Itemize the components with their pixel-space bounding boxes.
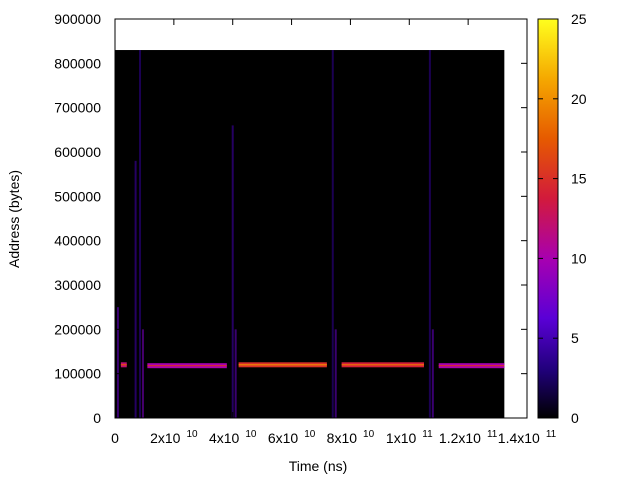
heatmap-burst — [141, 329, 144, 418]
y-tick-label: 100000 — [54, 366, 101, 382]
x-tick-label: 2x10 10 — [150, 429, 198, 446]
colorbar-tick-label: 15 — [571, 171, 587, 187]
heatmap-burst — [234, 329, 237, 418]
y-tick-label: 900000 — [54, 11, 101, 27]
x-tick-label: 6x10 10 — [268, 429, 316, 446]
x-axis: 0 2x10 10 4x10 10 6x10 10 8x10 10 1x10 11 1.2x10 11 1… — [111, 19, 557, 446]
plot-area — [114, 18, 528, 419]
heatmap-burst — [139, 50, 142, 419]
heatmap-burst — [134, 160, 137, 418]
x-tick-label: 4x10 10 — [209, 429, 257, 446]
colorbar: 0 5 10 15 20 25 — [537, 11, 587, 426]
colorbar-border — [537, 18, 559, 419]
x-tick-label: 1.2x10 11 — [439, 429, 498, 446]
y-axis: 0 100000 200000 300000 400000 500000 600000 700… — [54, 11, 527, 426]
colorbar-tick-label: 20 — [571, 91, 587, 107]
plot-border — [114, 18, 528, 419]
colorbar-gradient — [538, 19, 558, 418]
colorbar-tick-label: 5 — [571, 330, 579, 346]
y-tick-label: 600000 — [54, 144, 101, 160]
heatmap-burst — [331, 50, 334, 419]
x-tick-label: 8x10 10 — [327, 429, 375, 446]
heatmap-burst — [431, 329, 434, 418]
y-tick-label: 500000 — [54, 188, 101, 204]
x-tick-label: 1.4x10 11 — [498, 429, 557, 446]
y-tick-label: 800000 — [54, 55, 101, 71]
x-axis-title: Time (ns) — [289, 458, 348, 474]
colorbar-tick-label: 25 — [571, 11, 587, 27]
colorbar-tick-label: 10 — [571, 250, 587, 266]
y-tick-label: 700000 — [54, 100, 101, 116]
y-tick-label: 200000 — [54, 321, 101, 337]
heatmap-background — [115, 50, 505, 419]
y-tick-label: 300000 — [54, 277, 101, 293]
heatmap-burst — [428, 50, 431, 419]
y-tick-label: 400000 — [54, 233, 101, 249]
x-tick-label: 0 — [111, 430, 119, 446]
heatmap-burst — [231, 125, 234, 419]
colorbar-tick-label: 0 — [571, 410, 579, 426]
y-tick-label: 0 — [93, 410, 101, 426]
x-tick-label: 1x10 11 — [386, 429, 433, 446]
heatmap-burst — [116, 307, 119, 418]
heatmap-burst — [334, 329, 337, 418]
y-axis-title: Address (bytes) — [6, 170, 22, 268]
